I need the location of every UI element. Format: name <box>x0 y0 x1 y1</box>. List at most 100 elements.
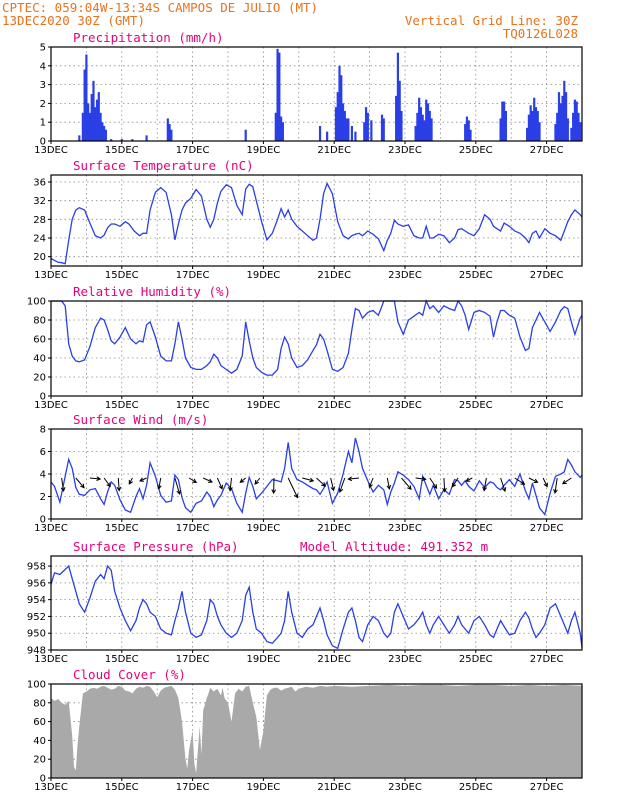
precipitation-bar <box>343 110 346 141</box>
y-tick-label: 952 <box>27 612 46 623</box>
x-tick-label: 21DEC <box>317 145 351 156</box>
wind-arrow <box>103 477 111 488</box>
x-tick-label: 15DEC <box>105 400 139 411</box>
precipitation-bar <box>81 112 84 141</box>
wind-arrow <box>429 477 438 489</box>
precipitation-bar <box>527 114 530 141</box>
wind-arrow <box>174 477 181 495</box>
precipitation-bar <box>87 103 90 141</box>
precipitation-bar <box>280 116 283 141</box>
precipitation-bar <box>430 118 433 141</box>
x-tick-label: 19DEC <box>247 400 281 411</box>
model-code: TQ0126L028 <box>503 26 578 41</box>
temperature-title: Surface Temperature (nC) <box>73 158 254 173</box>
x-tick-label: 27DEC <box>530 400 564 411</box>
precipitation-bar <box>83 69 86 141</box>
y-tick-label: 80 <box>33 316 46 327</box>
precipitation-bar <box>531 110 534 141</box>
wind-arrow <box>528 477 539 483</box>
precipitation-bar <box>577 112 580 141</box>
x-tick-label: 27DEC <box>530 654 564 665</box>
x-tick-label: 19DEC <box>247 782 281 793</box>
precipitation-bar <box>278 52 281 141</box>
wind-arrow <box>415 476 427 482</box>
wind-arrow <box>514 477 526 485</box>
y-tick-label: 32 <box>33 196 46 207</box>
precipitation-bar <box>467 120 470 141</box>
y-tick-label: 36 <box>33 178 46 189</box>
y-tick-label: 100 <box>27 297 46 308</box>
x-tick-label: 21DEC <box>317 523 351 534</box>
y-tick-label: 954 <box>27 595 46 606</box>
precipitation-bar <box>281 122 284 141</box>
y-tick-label: 0 <box>40 137 46 148</box>
x-tick-label: 15DEC <box>105 782 139 793</box>
y-tick-label: 60 <box>33 717 46 728</box>
precipitation-bar <box>561 95 564 141</box>
y-tick-label: 2 <box>40 492 46 503</box>
precipitation-bar <box>564 92 568 141</box>
precipitation-bar <box>336 92 339 141</box>
wind-arrow <box>139 477 147 482</box>
precipitation-bar <box>90 94 93 141</box>
precipitation-bar <box>419 107 423 141</box>
x-tick-label: 27DEC <box>530 782 564 793</box>
precipitation-bar <box>274 112 277 141</box>
y-tick-label: 0 <box>40 515 46 526</box>
precipitation-bar <box>170 129 173 141</box>
x-tick-label: 27DEC <box>530 145 564 156</box>
precipitation-bar <box>570 127 573 141</box>
precipitation-bar <box>104 129 107 141</box>
x-tick-label: 23DEC <box>388 270 422 281</box>
y-tick-label: 948 <box>27 646 46 657</box>
x-tick-label: 15DEC <box>105 654 139 665</box>
cloud-cover-frame <box>50 683 583 779</box>
humidity-line <box>51 299 583 376</box>
precipitation-bar <box>418 97 421 141</box>
precipitation-bar <box>504 110 507 141</box>
precipitation-bar <box>395 95 398 141</box>
x-tick-label: 25DEC <box>459 523 493 534</box>
x-tick-label: 25DEC <box>459 782 493 793</box>
precipitation-bar <box>92 80 95 141</box>
y-tick-label: 5 <box>40 43 46 54</box>
wind-line <box>50 437 583 516</box>
precipitation-bar <box>95 99 99 141</box>
precipitation-bar <box>426 103 430 141</box>
y-tick-label: 80 <box>33 698 46 709</box>
precipitation-frame <box>50 46 583 142</box>
precipitation-bar <box>425 99 428 141</box>
temperature-panel: 20 24 28 32 36 13DEC 15DEC 17DEC 19DEC 21DEC 23DEC… <box>33 158 583 281</box>
precipitation-bar <box>398 80 401 141</box>
pressure-panel: 948 950 952 954 956 958 13DEC 15DEC 17DEC 19DEC 21… <box>27 539 583 665</box>
x-tick-label: 13DEC <box>34 145 68 156</box>
precipitation-bar <box>421 114 424 141</box>
x-tick-label: 13DEC <box>34 654 68 665</box>
wind-arrow <box>271 477 277 495</box>
x-tick-label: 13DEC <box>34 270 68 281</box>
y-tick-label: 2 <box>40 99 46 110</box>
x-tick-label: 25DEC <box>459 145 493 156</box>
precipitation-bar <box>340 75 343 141</box>
precipitation-bar <box>380 114 384 141</box>
precipitation-bar <box>575 101 578 141</box>
x-tick-label: 23DEC <box>388 654 422 665</box>
wind-arrow <box>216 477 223 490</box>
wind-arrow <box>442 477 447 493</box>
precipitation-bar <box>168 124 171 141</box>
wind-arrow <box>128 477 133 485</box>
wind-arrow <box>386 477 392 490</box>
x-tick-label: 13DEC <box>34 782 68 793</box>
x-tick-label: 17DEC <box>176 145 210 156</box>
x-tick-label: 17DEC <box>176 270 210 281</box>
precipitation-bar <box>363 122 366 141</box>
wind-arrow <box>89 476 102 481</box>
precipitation-bar <box>88 112 92 141</box>
x-tick-label: 13DEC <box>34 523 68 534</box>
wind-arrow <box>254 477 261 485</box>
x-tick-label: 19DEC <box>247 654 281 665</box>
precipitation-title: Precipitation (mm/h) <box>73 30 224 45</box>
y-tick-label: 958 <box>27 562 46 573</box>
x-tick-label: 25DEC <box>459 400 493 411</box>
